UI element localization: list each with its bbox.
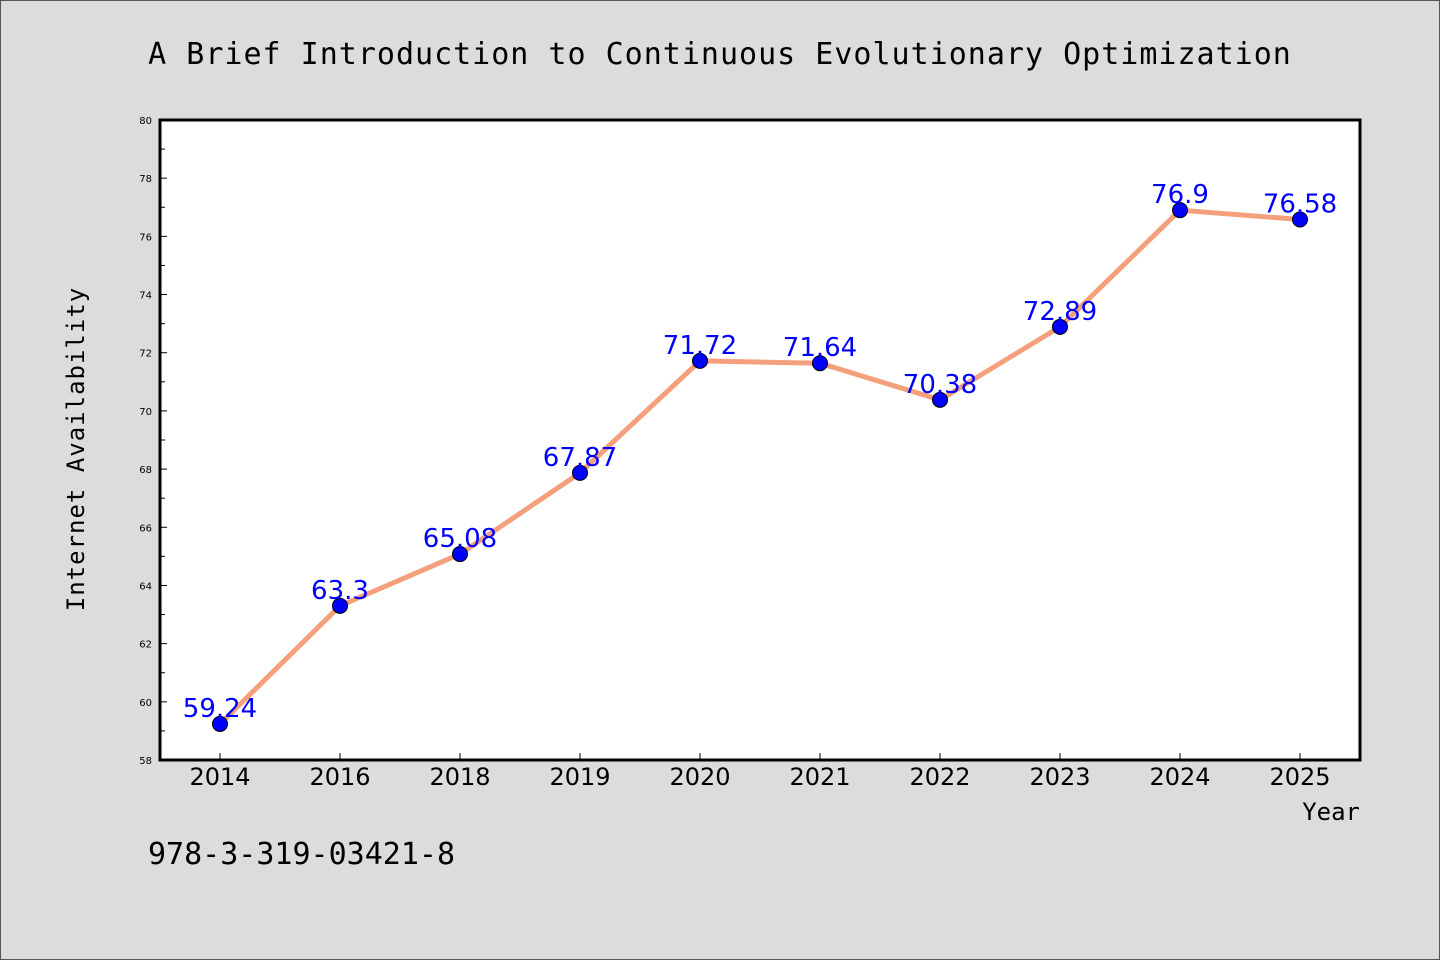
data-label: 71.72 — [663, 331, 737, 361]
y-tick-label: 60 — [139, 698, 152, 709]
y-axis-label: Internet Availability — [62, 287, 90, 611]
y-tick-label: 58 — [139, 756, 152, 767]
data-label: 70.38 — [903, 370, 977, 400]
data-point — [332, 597, 348, 614]
x-tick-label: 2025 — [1269, 763, 1330, 791]
x-tick-label: 2023 — [1029, 763, 1090, 791]
series-line — [217, 207, 1303, 727]
y-tick-label: 80 — [139, 116, 152, 127]
data-label: 72.89 — [1023, 297, 1097, 327]
data-point — [572, 464, 588, 481]
data-point — [1292, 211, 1308, 228]
x-tick-label: 2022 — [909, 763, 970, 791]
data-label: 67.87 — [543, 443, 617, 473]
data-point — [1052, 318, 1068, 335]
data-point — [212, 715, 228, 732]
y-tick-label: 64 — [139, 581, 152, 592]
data-point — [452, 546, 468, 563]
x-tick-label: 2014 — [189, 763, 250, 791]
y-tick-label: 62 — [139, 640, 152, 651]
data-point — [932, 391, 948, 408]
data-label: 59.24 — [183, 694, 257, 724]
chart-title: A Brief Introduction to Continuous Evolu… — [148, 37, 1292, 72]
y-tick-label: 74 — [139, 291, 152, 302]
x-tick-label: 2020 — [669, 763, 730, 791]
plot-border — [158, 118, 1362, 762]
x-tick-label: 2018 — [429, 763, 490, 791]
x-tick-label: 2019 — [549, 763, 610, 791]
data-label: 63.3 — [311, 576, 369, 606]
data-label: 76.9 — [1151, 180, 1209, 210]
y-tick-label: 76 — [139, 232, 152, 243]
y-tick-label: 78 — [139, 174, 152, 185]
data-label: 76.58 — [1263, 189, 1337, 219]
data-point — [1172, 202, 1188, 219]
data-label: 71.64 — [783, 333, 857, 363]
x-tick-label: 2016 — [309, 763, 370, 791]
isbn-text: 978-3-319-03421-8 — [148, 837, 455, 872]
x-tick-label: 2024 — [1149, 763, 1210, 791]
data-point — [692, 352, 708, 369]
x-axis-label: Year — [1302, 798, 1360, 826]
y-tick-label: 68 — [139, 465, 152, 476]
data-label: 65.08 — [423, 524, 497, 554]
y-tick-label: 72 — [139, 349, 152, 360]
y-tick-label: 70 — [139, 407, 152, 418]
x-tick-label: 2021 — [789, 763, 850, 791]
data-point — [812, 355, 828, 372]
y-tick-label: 66 — [139, 523, 152, 534]
